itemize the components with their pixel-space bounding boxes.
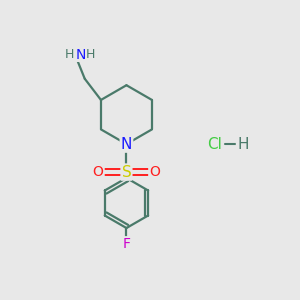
Text: H: H (64, 48, 74, 61)
Text: O: O (149, 165, 160, 179)
Text: N: N (121, 136, 132, 152)
Text: F: F (122, 237, 130, 251)
Text: Cl: Cl (207, 136, 222, 152)
Text: N: N (75, 48, 86, 62)
Text: H: H (237, 136, 248, 152)
Text: H: H (86, 48, 95, 61)
Text: S: S (122, 165, 131, 180)
Text: O: O (93, 165, 104, 179)
